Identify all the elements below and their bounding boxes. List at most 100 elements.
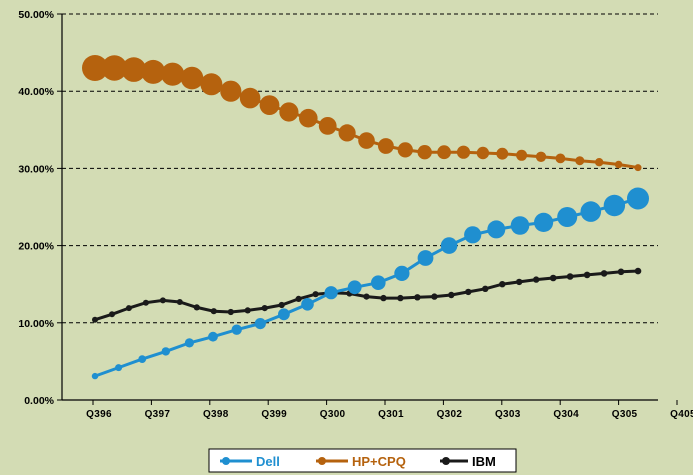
data-point	[312, 291, 319, 298]
data-point	[101, 55, 128, 81]
data-point	[138, 355, 147, 363]
x-tick-label: Q301	[378, 409, 404, 420]
data-point	[121, 57, 147, 82]
data-point	[603, 194, 626, 217]
data-point	[358, 132, 375, 149]
legend-item: HP+CPQ	[316, 454, 406, 469]
data-point	[193, 304, 200, 311]
data-point	[580, 201, 602, 222]
data-point	[595, 158, 604, 167]
data-point	[200, 73, 223, 96]
x-tick-label: Q405	[670, 409, 693, 420]
data-point	[184, 338, 194, 348]
x-tick-label: Q305	[612, 409, 638, 420]
data-point	[161, 347, 170, 356]
x-axis-ticks: Q396 Q397 Q398 Q399 Q300 Q301 Q302 Q303 Q304 Q305…	[86, 400, 693, 420]
gridlines	[62, 13, 658, 324]
data-point	[180, 66, 204, 90]
data-point	[299, 108, 318, 128]
y-tick-label: 30.00%	[18, 163, 54, 175]
data-point	[627, 187, 649, 210]
data-point	[278, 308, 290, 321]
x-tick-label: Q304	[553, 409, 579, 420]
legend-label: IBM	[472, 454, 496, 469]
data-point	[109, 311, 115, 318]
data-point	[440, 237, 458, 254]
data-point	[417, 145, 432, 160]
data-point	[534, 212, 554, 232]
y-tick-label: 40.00%	[18, 86, 54, 98]
data-point	[220, 80, 242, 102]
legend-swatch-marker	[222, 457, 230, 465]
y-axis-ticks: 0.00% 10.00% 20.00% 30.00% 40.00% 50.00%	[18, 9, 62, 407]
x-tick-label: Q303	[495, 409, 521, 420]
y-tick-label: 0.00%	[24, 395, 54, 407]
data-point	[510, 216, 530, 235]
data-point	[159, 297, 166, 304]
series-layer	[82, 55, 649, 380]
data-point	[417, 250, 434, 266]
data-point	[549, 274, 557, 282]
data-point	[279, 102, 299, 122]
data-point	[295, 295, 302, 302]
data-point	[278, 301, 285, 309]
legend-swatch-marker	[442, 457, 450, 465]
data-point	[347, 280, 362, 295]
legend-label: HP+CPQ	[352, 454, 406, 469]
data-point	[371, 275, 386, 291]
data-point	[176, 299, 183, 305]
data-point	[414, 294, 421, 301]
data-point	[464, 226, 482, 244]
data-point	[456, 145, 471, 159]
y-tick-label: 20.00%	[18, 241, 54, 253]
data-point	[397, 142, 413, 158]
data-point	[141, 59, 166, 84]
data-point	[496, 147, 509, 160]
data-point	[575, 156, 585, 166]
data-point	[617, 268, 625, 276]
legend: Dell HP+CPQ IBM	[208, 448, 517, 473]
data-point	[125, 305, 132, 312]
data-point	[318, 117, 337, 135]
data-point	[380, 294, 387, 302]
data-point	[363, 293, 370, 300]
data-point	[566, 273, 574, 280]
data-point	[448, 291, 455, 299]
data-point	[535, 151, 547, 162]
data-point	[261, 305, 268, 312]
data-point	[259, 95, 280, 115]
data-point	[437, 145, 451, 160]
data-point	[600, 270, 608, 277]
data-point	[634, 164, 642, 172]
data-point	[301, 298, 314, 311]
data-point	[208, 331, 218, 342]
data-point	[431, 293, 438, 300]
data-point	[634, 267, 642, 275]
data-point	[482, 285, 489, 292]
legend-item: IBM	[440, 454, 496, 469]
data-point	[583, 271, 591, 279]
data-point	[499, 281, 506, 288]
legend-item: Dell	[220, 454, 280, 469]
series-hp-cpq	[82, 55, 642, 172]
data-point	[465, 288, 472, 296]
data-point	[91, 372, 99, 380]
data-point	[210, 308, 217, 315]
data-point	[324, 286, 338, 300]
x-tick-label: Q396	[86, 409, 112, 420]
data-point	[338, 124, 356, 142]
x-tick-label: Q300	[320, 409, 346, 420]
data-point	[533, 276, 540, 283]
data-point	[254, 318, 266, 330]
legend-swatch-marker	[318, 457, 326, 465]
data-point	[476, 146, 490, 160]
data-point	[614, 160, 623, 169]
data-point	[227, 308, 234, 316]
legend-label: Dell	[256, 454, 280, 469]
data-point	[239, 87, 261, 109]
data-point	[161, 62, 185, 86]
data-point	[516, 278, 523, 286]
data-point	[397, 294, 404, 302]
y-tick-label: 50.00%	[18, 9, 54, 21]
